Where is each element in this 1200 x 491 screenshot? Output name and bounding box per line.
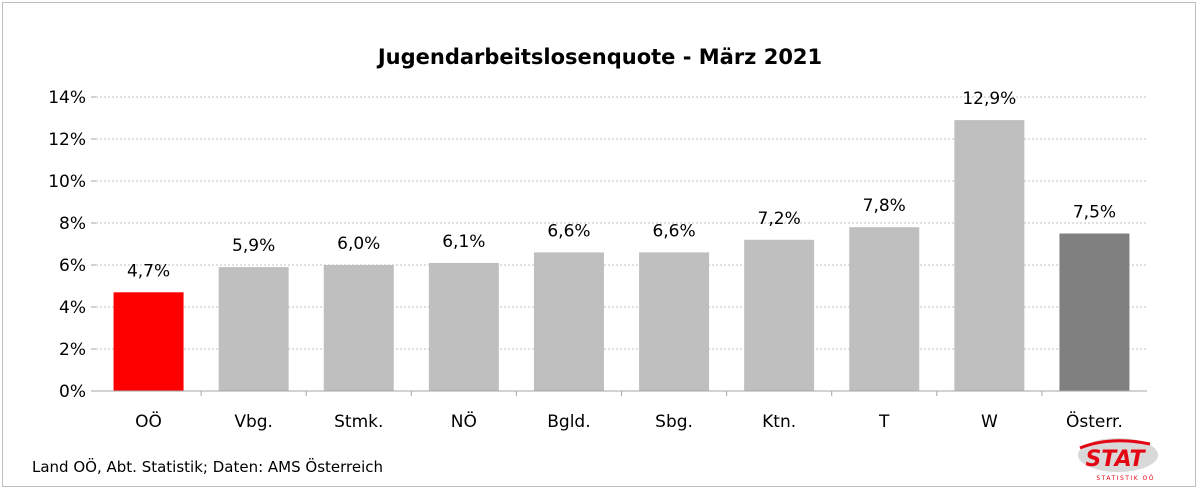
logo-subtext: STATISTIK OÖ <box>1096 475 1155 482</box>
logo-text: STAT <box>1085 447 1146 472</box>
y-tick-label: 12% <box>48 130 86 150</box>
category-label: Stmk. <box>334 412 383 432</box>
category-label: Sbg. <box>655 412 693 432</box>
y-axis-ticks: 0% 2% 4% 6% 8% 10% 12% 14% <box>48 88 96 402</box>
y-tick-label: 8% <box>59 214 86 234</box>
bar <box>744 239 815 391</box>
category-label: Ktn. <box>762 412 796 432</box>
y-tick-label: 10% <box>48 172 86 192</box>
data-label: 7,2% <box>758 209 801 229</box>
gridlines <box>96 96 1147 350</box>
bar <box>954 120 1025 391</box>
category-label: Vbg. <box>234 412 273 432</box>
category-label: W <box>981 412 998 432</box>
category-label: OÖ <box>135 410 162 432</box>
category-label: Österr. <box>1066 410 1123 432</box>
data-label: 6,1% <box>442 232 485 252</box>
bars <box>113 120 1130 391</box>
bar <box>533 252 604 391</box>
y-tick-label: 2% <box>59 340 86 360</box>
data-label: 6,0% <box>337 234 380 254</box>
data-label: 5,9% <box>232 236 275 256</box>
bar <box>1059 233 1130 391</box>
data-label: 6,6% <box>652 221 695 241</box>
logo-swoosh <box>1079 439 1151 450</box>
source-note: Land OÖ, Abt. Statistik; Daten: AMS Öste… <box>32 457 383 476</box>
stat-logo: STAT STATISTIK OÖ <box>1078 438 1158 482</box>
data-label: 7,5% <box>1073 203 1116 223</box>
bar <box>849 227 920 391</box>
bar <box>113 292 184 391</box>
y-tick-label: 6% <box>59 256 86 276</box>
y-tick-label: 0% <box>59 382 86 402</box>
y-tick-label: 14% <box>48 88 86 108</box>
data-label: 12,9% <box>962 89 1016 109</box>
category-label: T <box>878 412 890 432</box>
bar <box>639 252 710 391</box>
category-label: Bgld. <box>547 412 590 432</box>
bar <box>323 265 394 391</box>
data-label: 7,8% <box>863 196 906 216</box>
category-label: NÖ <box>451 410 477 432</box>
data-label: 4,7% <box>127 261 170 281</box>
x-axis-categories: OÖ Vbg. Stmk. NÖ Bgld. Sbg. Ktn. T W Österr. <box>135 391 1123 432</box>
logo-ellipse <box>1078 438 1158 472</box>
y-tick-label: 4% <box>59 298 86 318</box>
bar <box>428 262 499 391</box>
data-labels: 4,7% 5,9% 6,0% 6,1% 6,6% 6,6% 7,2% 7,8% 12,9% 7,5… <box>127 89 1116 281</box>
chart-title: Jugendarbeitslosenquote - März 2021 <box>376 45 822 69</box>
bar <box>218 267 289 391</box>
data-label: 6,6% <box>547 221 590 241</box>
